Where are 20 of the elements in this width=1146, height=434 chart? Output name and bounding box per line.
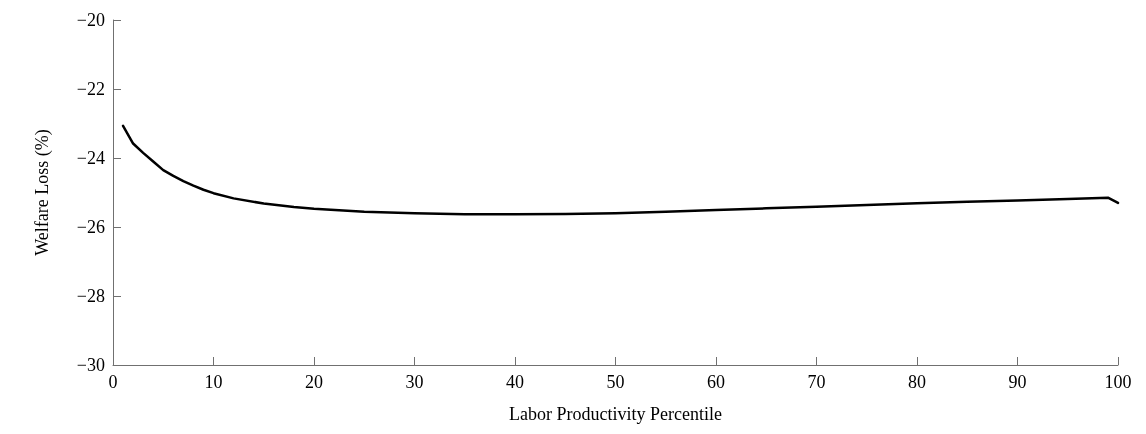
y-axis-title: Welfare Loss (%) [32, 129, 53, 256]
y-tick-label: −26 [76, 217, 105, 237]
x-tick-label: 80 [908, 372, 926, 392]
y-tick-label: −30 [76, 355, 105, 375]
line-series [121, 124, 1120, 216]
x-tick-label: 50 [606, 372, 625, 392]
x-axis-title: Labor Productivity Percentile [509, 404, 722, 424]
y-tick-label: −24 [76, 148, 105, 168]
x-tick-label: 70 [807, 372, 826, 392]
y-tick-label: −28 [76, 286, 105, 306]
x-tick-label: 60 [707, 372, 725, 392]
x-tick-label: 40 [506, 372, 524, 392]
x-tick-label: 0 [108, 372, 118, 392]
x-tick-label: 100 [1104, 372, 1132, 392]
x-tick-label: 90 [1008, 372, 1027, 392]
y-tick-label: −22 [76, 79, 105, 99]
x-tick-label: 20 [305, 372, 323, 392]
x-tick-label: 30 [405, 372, 424, 392]
y-tick-label: −20 [76, 10, 105, 30]
x-tick-label: 10 [204, 372, 223, 392]
